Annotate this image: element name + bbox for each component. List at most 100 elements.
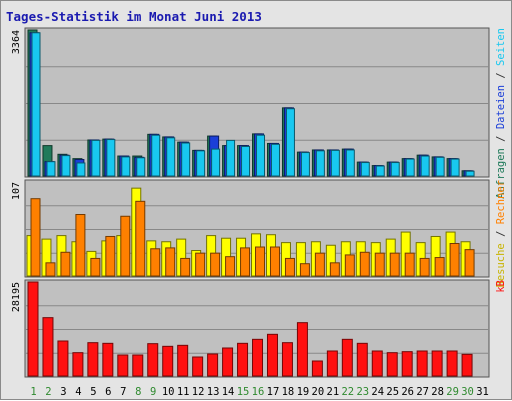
bars-upper (27, 29, 475, 177)
day-label-27: 27 (416, 386, 429, 398)
bar-kb-day-3 (57, 340, 69, 377)
bar-rechner-day-17 (269, 246, 280, 277)
bar-rechner-day-24 (374, 252, 385, 277)
bar-seiten-day-24 (375, 165, 385, 177)
day-label-7: 7 (120, 386, 126, 398)
panel-upper: 3364 (11, 27, 490, 178)
bar-kb-day-6 (102, 342, 114, 377)
day-label-25: 25 (386, 386, 399, 398)
bar-seiten-day-23 (360, 162, 370, 177)
bar-kb-day-15 (237, 342, 249, 377)
bar-seiten-day-22 (345, 149, 355, 177)
bar-kb-day-21 (326, 350, 338, 377)
day-label-31: 31 (476, 386, 489, 398)
bar-seiten-day-10 (166, 137, 176, 177)
bar-rechner-day-30 (464, 249, 475, 277)
bar-kb-day-14 (222, 347, 234, 377)
bar-kb-day-11 (177, 344, 189, 377)
day-label-4: 4 (75, 386, 81, 398)
day-label-22: 22 (341, 386, 354, 398)
bar-rechner-day-22 (344, 254, 355, 277)
day-label-19: 19 (297, 386, 310, 398)
day-label-29: 29 (446, 386, 459, 398)
bar-seiten-day-11 (181, 142, 191, 177)
panel-middle: 107 (11, 179, 490, 278)
bar-rechner-day-11 (180, 257, 191, 277)
day-label-24: 24 (371, 386, 384, 398)
bar-kb-day-23 (356, 342, 368, 377)
day-label-6: 6 (105, 386, 111, 398)
bar-seiten-day-25 (390, 162, 400, 177)
bar-kb-day-9 (147, 343, 159, 377)
bar-kb-day-13 (207, 353, 219, 377)
bar-seiten-day-30 (465, 170, 475, 177)
day-label-16: 16 (252, 386, 265, 398)
bar-kb-day-10 (162, 345, 174, 377)
bar-rechner-day-29 (449, 242, 460, 277)
bar-kb-day-19 (296, 322, 308, 377)
bar-seiten-day-8 (136, 157, 146, 177)
y-max-label: 107 (11, 182, 22, 200)
day-label-26: 26 (401, 386, 414, 398)
legend-lower: kB (495, 280, 507, 293)
bar-kb-day-1 (27, 281, 39, 377)
bar-rechner-day-1 (30, 198, 41, 277)
day-label-11: 11 (177, 386, 190, 398)
bar-rechner-day-8 (135, 200, 146, 277)
day-label-17: 17 (267, 386, 280, 398)
bar-rechner-day-18 (284, 257, 295, 277)
day-label-30: 30 (461, 386, 474, 398)
y-max-label: 28195 (11, 282, 22, 312)
bars-middle (26, 187, 475, 277)
bar-seiten-day-17 (270, 143, 280, 177)
bar-kb-day-25 (386, 352, 398, 377)
bar-rechner-day-14 (225, 256, 236, 277)
bar-seiten-day-9 (151, 134, 161, 177)
bar-kb-day-24 (371, 350, 383, 377)
bar-seiten-day-3 (61, 155, 71, 177)
bar-rechner-day-13 (210, 252, 221, 277)
bar-seiten-day-4 (76, 162, 86, 177)
bar-seiten-day-14 (226, 139, 236, 177)
bar-rechner-day-12 (195, 252, 206, 277)
bar-seiten-day-18 (285, 108, 295, 177)
legend-middle: Besuche / Rechner (495, 180, 507, 288)
chart-panels: 3364 107 28195 (11, 27, 490, 378)
bar-kb-day-4 (72, 352, 84, 377)
day-axis: 1 2 3 4 5 6 7 8 9 10 11 12 13 14 15 16 17 18 19 20 21 22 23 24 2… (30, 386, 489, 398)
bar-seiten-day-6 (106, 139, 116, 177)
bar-rechner-day-28 (434, 257, 445, 277)
panel-lower: 28195 (11, 279, 490, 378)
day-label-10: 10 (162, 386, 175, 398)
bar-rechner-day-10 (165, 247, 176, 277)
bar-seiten-day-16 (256, 134, 266, 177)
day-label-14: 14 (222, 386, 235, 398)
bar-rechner-day-21 (329, 262, 340, 277)
bar-rechner-day-23 (359, 251, 370, 277)
bar-rechner-day-16 (255, 246, 266, 277)
bar-rechner-day-2 (45, 262, 56, 277)
day-label-1: 1 (30, 386, 36, 398)
bar-kb-day-18 (281, 342, 293, 377)
bar-seiten-day-2 (46, 161, 56, 177)
bar-rechner-day-3 (60, 251, 71, 277)
y-max-label: 3364 (11, 30, 22, 54)
bar-seiten-day-1 (31, 32, 41, 177)
day-label-15: 15 (237, 386, 250, 398)
bar-seiten-day-20 (315, 150, 325, 177)
day-label-18: 18 (282, 386, 295, 398)
bar-rechner-day-26 (404, 252, 415, 277)
bar-rechner-day-5 (90, 257, 101, 277)
bar-seiten-day-27 (420, 155, 430, 177)
bar-seiten-day-7 (121, 156, 131, 177)
day-label-28: 28 (431, 386, 444, 398)
bar-seiten-day-26 (405, 158, 415, 177)
bars-lower (27, 281, 473, 377)
bar-seiten-day-28 (435, 156, 445, 177)
bar-kb-day-30 (461, 353, 473, 377)
bar-rechner-day-6 (105, 235, 116, 277)
bar-kb-day-5 (87, 342, 99, 377)
